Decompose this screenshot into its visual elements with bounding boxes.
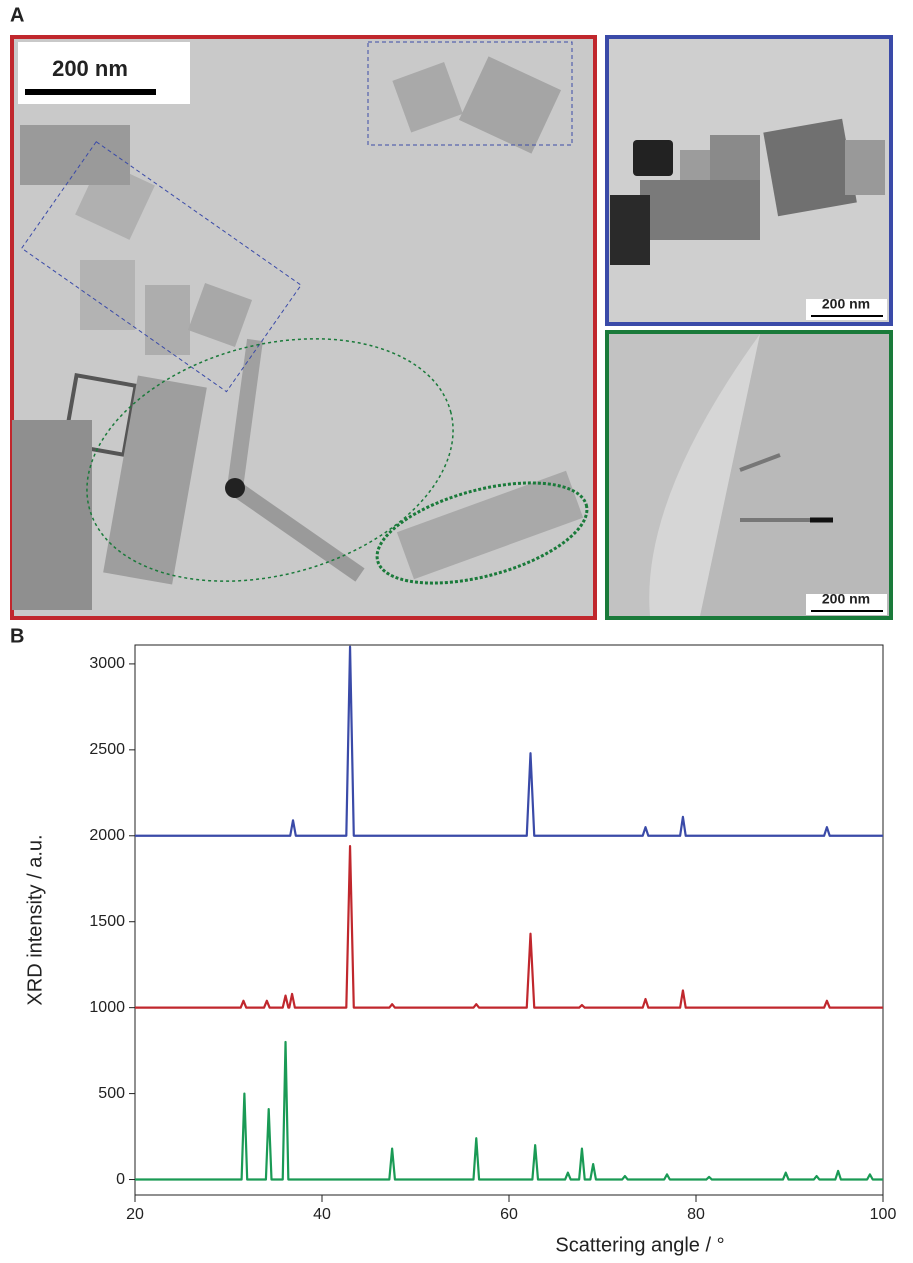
y-tick-label: 1500 — [89, 913, 125, 930]
scale-bar-label: 200 nm — [52, 56, 128, 81]
y-axis-title: XRD intensity / a.u. — [24, 834, 46, 1005]
scale-bar-label: 200 nm — [822, 296, 870, 312]
y-tick-label: 2500 — [89, 741, 125, 758]
tem-green: 200 nm — [605, 330, 893, 620]
y-tick-label: 3000 — [89, 655, 125, 672]
y-tick-label: 0 — [116, 1171, 125, 1188]
x-tick-label: 80 — [687, 1206, 705, 1223]
y-tick-label: 1000 — [89, 999, 125, 1016]
x-tick-label: 60 — [500, 1206, 518, 1223]
xrd-line — [135, 1040, 883, 1181]
xrd-line — [135, 645, 883, 837]
tem-blue: 200 nm — [605, 35, 893, 326]
plot-frame — [134, 644, 884, 1196]
x-tick-label: 100 — [870, 1206, 897, 1223]
x-tick-label: 20 — [126, 1206, 144, 1223]
xrd-line — [135, 844, 883, 1009]
x-tick-label: 40 — [313, 1206, 331, 1223]
x-axis-title: Scattering angle / ° — [555, 1234, 724, 1256]
y-tick-label: 500 — [98, 1085, 125, 1102]
panel-label: A — [10, 4, 24, 26]
scale-bar-label: 200 nm — [822, 591, 870, 607]
y-tick-label: 2000 — [89, 827, 125, 844]
panel-label: B — [10, 625, 24, 647]
tem-main: 200 nm — [10, 35, 597, 620]
